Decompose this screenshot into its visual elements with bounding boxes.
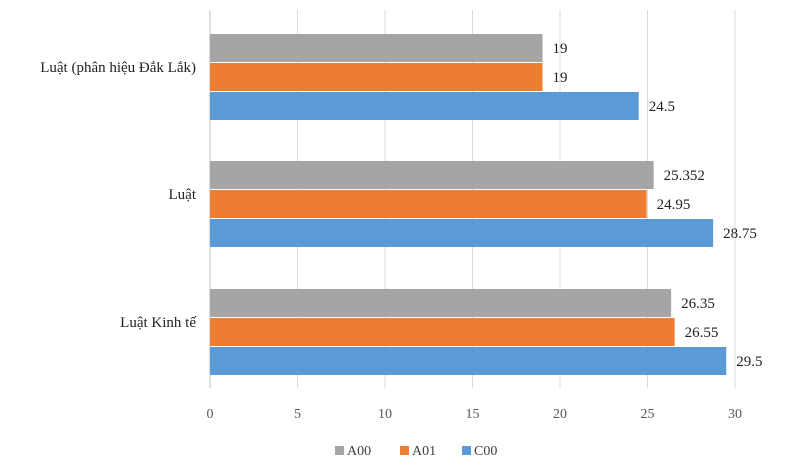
bar-a01 bbox=[210, 63, 543, 91]
x-tick-label: 0 bbox=[207, 407, 214, 422]
x-tick-label: 25 bbox=[641, 407, 655, 422]
data-label: 29.5 bbox=[736, 354, 762, 370]
category-label: Luật (phân hiệu Đắk Lắk) bbox=[40, 60, 196, 76]
category-labels: Luật (phân hiệu Đắk Lắk) Luật Luật Kinh tế bbox=[40, 60, 197, 331]
x-tick-label: 5 bbox=[294, 407, 301, 422]
legend-label: A01 bbox=[412, 444, 436, 459]
bar-c00 bbox=[210, 219, 714, 247]
bar-a00 bbox=[210, 34, 543, 62]
data-label: 26.55 bbox=[685, 325, 719, 341]
category-label: Luật bbox=[169, 187, 197, 203]
x-tick-label: 30 bbox=[728, 407, 742, 422]
data-labels: 19 19 24.5 25.352 24.95 28.75 26.35 26.55 29.5 bbox=[553, 41, 763, 370]
legend-swatch-a00 bbox=[335, 446, 344, 455]
bars bbox=[210, 34, 727, 375]
legend-swatch-c00 bbox=[462, 446, 471, 455]
category-label: Luật Kinh tế bbox=[120, 315, 196, 331]
x-tick-label: 20 bbox=[553, 407, 567, 422]
data-label: 19 bbox=[553, 70, 568, 86]
bar-a01 bbox=[210, 318, 675, 346]
bar-a01 bbox=[210, 190, 647, 218]
bar-c00 bbox=[210, 92, 639, 120]
bar-c00 bbox=[210, 347, 727, 375]
data-label: 25.352 bbox=[664, 168, 705, 184]
data-label: 24.5 bbox=[649, 99, 675, 115]
x-tick-labels: 0 5 10 15 20 25 30 bbox=[207, 407, 743, 422]
legend-label: A00 bbox=[347, 444, 371, 459]
data-label: 19 bbox=[553, 41, 568, 57]
data-label: 24.95 bbox=[657, 197, 691, 213]
data-label: 28.75 bbox=[723, 226, 757, 242]
data-label: 26.35 bbox=[681, 296, 715, 312]
legend: A00 A01 C00 bbox=[335, 444, 497, 459]
legend-label: C00 bbox=[474, 444, 497, 459]
x-tick-label: 10 bbox=[378, 407, 392, 422]
bar-a00 bbox=[210, 161, 654, 189]
bar-a00 bbox=[210, 289, 672, 317]
x-tick-label: 15 bbox=[466, 407, 480, 422]
legend-swatch-a01 bbox=[400, 446, 409, 455]
